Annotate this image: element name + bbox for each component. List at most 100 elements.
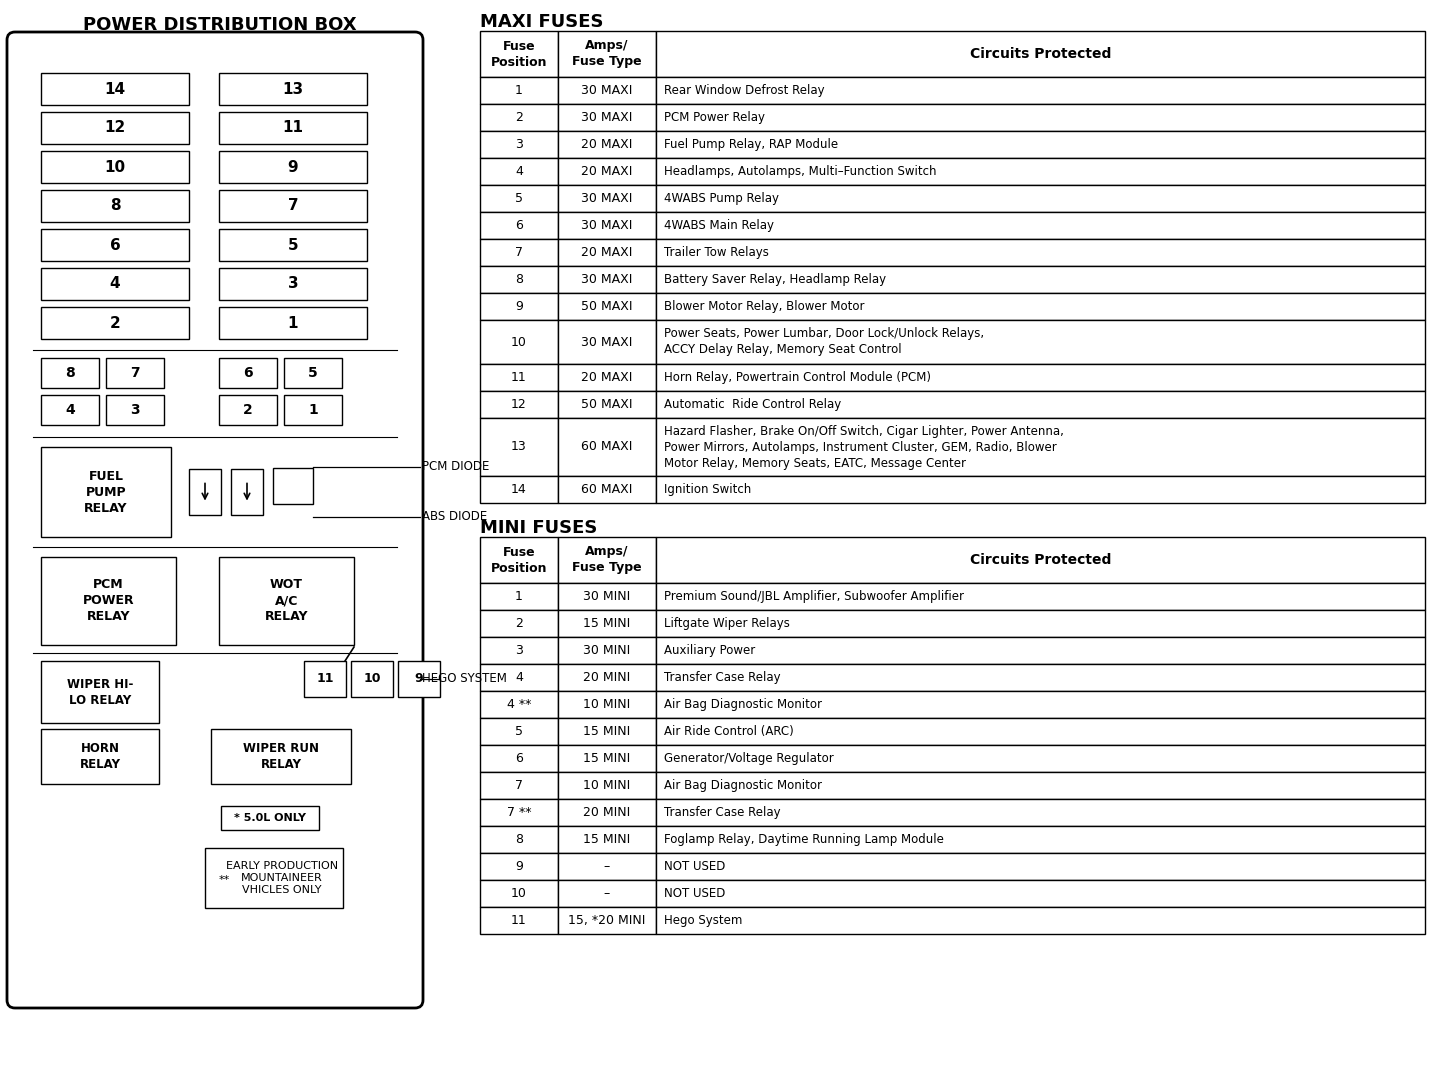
Text: 4: 4 [109, 276, 121, 292]
Bar [559, 477, 657, 503]
Text: Amps/
Fuse Type: Amps/ Fuse Type [572, 545, 642, 574]
Bar [40, 228, 189, 261]
Bar [189, 469, 220, 515]
Text: 2: 2 [516, 111, 523, 124]
Text: 30 MINI: 30 MINI [583, 644, 631, 657]
Text: 10: 10 [363, 672, 380, 685]
Bar [657, 691, 1426, 718]
Bar [219, 190, 367, 222]
Bar [559, 799, 657, 826]
Text: 30 MAXI: 30 MAXI [582, 191, 632, 205]
Text: HORN
RELAY: HORN RELAY [79, 742, 121, 771]
Bar [219, 307, 367, 339]
Bar [480, 826, 559, 853]
Text: 5: 5 [288, 237, 298, 252]
Text: 30 MAXI: 30 MAXI [582, 335, 632, 348]
Bar [657, 104, 1426, 131]
Bar [657, 745, 1426, 772]
Text: ABS DIODE: ABS DIODE [422, 510, 487, 523]
Text: 6: 6 [516, 752, 523, 765]
Text: 30 MAXI: 30 MAXI [582, 111, 632, 124]
Text: WIPER RUN
RELAY: WIPER RUN RELAY [243, 742, 320, 771]
Bar [657, 418, 1426, 477]
Text: Blower Motor Relay, Blower Motor: Blower Motor Relay, Blower Motor [664, 300, 864, 313]
Text: 30 MAXI: 30 MAXI [582, 84, 632, 97]
Text: Liftgate Wiper Relays: Liftgate Wiper Relays [664, 617, 791, 630]
Bar [657, 907, 1426, 934]
Text: Air Ride Control (ARC): Air Ride Control (ARC) [664, 725, 793, 738]
Bar [559, 583, 657, 610]
Text: Circuits Protected: Circuits Protected [969, 47, 1112, 61]
Bar [559, 391, 657, 418]
Text: * 5.0L ONLY: * 5.0L ONLY [233, 813, 305, 823]
Text: Premium Sound/JBL Amplifier, Subwoofer Amplifier: Premium Sound/JBL Amplifier, Subwoofer A… [664, 590, 963, 603]
Bar [480, 799, 559, 826]
Text: –: – [603, 860, 611, 873]
Bar [559, 77, 657, 104]
Text: 6: 6 [243, 366, 253, 380]
Text: Air Bag Diagnostic Monitor: Air Bag Diagnostic Monitor [664, 779, 822, 792]
Text: 4WABS Pump Relay: 4WABS Pump Relay [664, 191, 779, 205]
Text: 50 MAXI: 50 MAXI [582, 300, 632, 313]
Text: 1: 1 [308, 403, 318, 417]
Text: 14: 14 [511, 483, 527, 496]
Bar [559, 853, 657, 880]
Bar [657, 636, 1426, 664]
Bar [480, 880, 559, 907]
Bar [107, 358, 164, 388]
Text: 7: 7 [288, 198, 298, 213]
Text: 1: 1 [288, 316, 298, 331]
Text: 5: 5 [308, 366, 318, 380]
Bar [657, 185, 1426, 212]
Bar [40, 557, 176, 645]
Bar [40, 151, 189, 183]
Bar [657, 364, 1426, 391]
Text: WOT
A/C
RELAY: WOT A/C RELAY [265, 579, 308, 623]
Bar [351, 662, 393, 697]
Text: PCM DIODE: PCM DIODE [422, 460, 490, 473]
Text: 9: 9 [415, 672, 423, 685]
Text: 7: 7 [130, 366, 140, 380]
Bar [559, 239, 657, 265]
Text: Ignition Switch: Ignition Switch [664, 483, 752, 496]
Bar [480, 293, 559, 320]
Bar [480, 636, 559, 664]
Text: Power Seats, Power Lumbar, Door Lock/Unlock Relays,
ACCY Delay Relay, Memory Sea: Power Seats, Power Lumbar, Door Lock/Unl… [664, 327, 984, 357]
Text: 20 MINI: 20 MINI [583, 671, 631, 684]
Bar [40, 395, 99, 425]
Text: 8: 8 [65, 366, 75, 380]
Bar [559, 265, 657, 293]
Text: Battery Saver Relay, Headlamp Relay: Battery Saver Relay, Headlamp Relay [664, 273, 886, 286]
Bar [559, 364, 657, 391]
Bar [559, 664, 657, 691]
Text: 15 MINI: 15 MINI [583, 725, 631, 738]
Bar [480, 131, 559, 158]
Bar [657, 772, 1426, 799]
Text: 1: 1 [516, 84, 523, 97]
Bar [559, 772, 657, 799]
Text: 10: 10 [511, 887, 527, 900]
Bar [480, 691, 559, 718]
Bar [284, 358, 343, 388]
Text: FUEL
PUMP
RELAY: FUEL PUMP RELAY [85, 470, 128, 515]
Text: Trailer Tow Relays: Trailer Tow Relays [664, 246, 769, 259]
Text: 4 **: 4 ** [507, 698, 531, 710]
Bar [480, 30, 559, 77]
Bar [480, 772, 559, 799]
Bar [480, 185, 559, 212]
Bar [480, 537, 559, 583]
Text: Hego System: Hego System [664, 914, 743, 927]
Text: WIPER HI-
LO RELAY: WIPER HI- LO RELAY [66, 678, 132, 706]
Bar [480, 718, 559, 745]
Bar [657, 77, 1426, 104]
Text: PCM
POWER
RELAY: PCM POWER RELAY [82, 579, 134, 623]
Text: MAXI FUSES: MAXI FUSES [480, 13, 603, 30]
Bar [40, 358, 99, 388]
Text: 20 MAXI: 20 MAXI [582, 165, 632, 178]
Bar [480, 610, 559, 636]
Bar [40, 190, 189, 222]
Text: 8: 8 [516, 273, 523, 286]
Bar [480, 158, 559, 185]
Bar [40, 447, 171, 537]
Text: 10 MINI: 10 MINI [583, 779, 631, 792]
